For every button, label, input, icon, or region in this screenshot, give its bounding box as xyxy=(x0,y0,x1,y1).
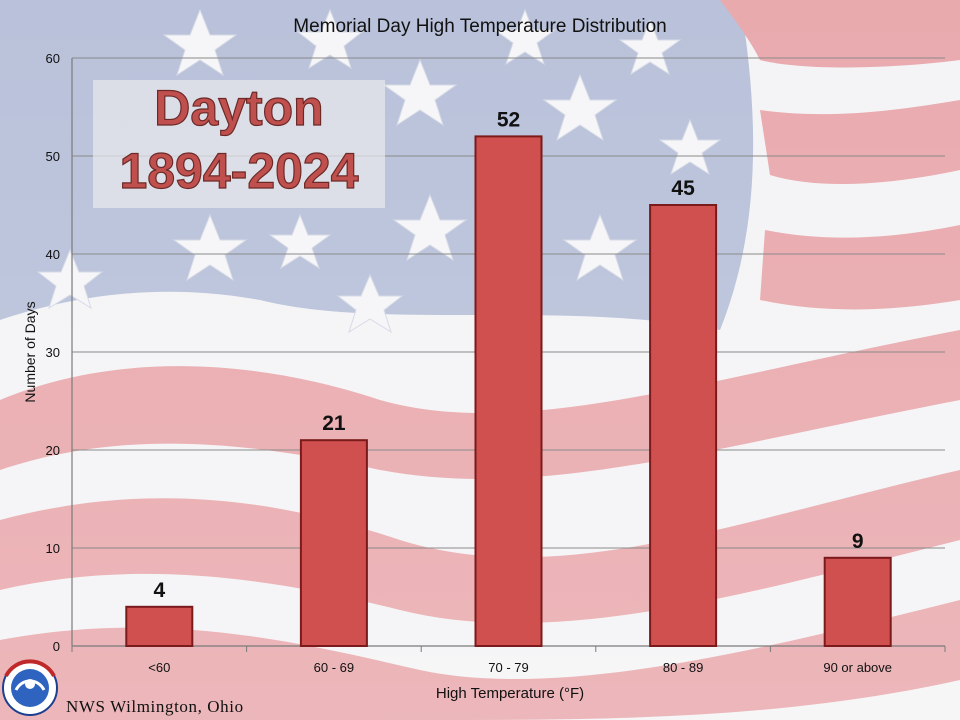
location-overlay: Dayton 1894-2024 xyxy=(93,79,385,208)
y-tick-label: 30 xyxy=(46,345,60,360)
overlay-location: Dayton xyxy=(154,80,323,136)
overlay-years: 1894-2024 xyxy=(119,143,358,199)
bar-value-label: 4 xyxy=(153,579,165,602)
data-labels: 4 21 52 45 9 xyxy=(153,108,863,601)
y-axis-label: Number of Days xyxy=(22,301,38,402)
y-tick-label: 10 xyxy=(46,541,60,556)
nws-logo xyxy=(2,659,58,716)
x-tick-label: 70 - 79 xyxy=(488,660,528,675)
bar xyxy=(125,605,194,647)
bars xyxy=(125,135,892,648)
x-tick-label: <60 xyxy=(148,660,170,675)
bar-value-label: 9 xyxy=(852,530,864,553)
bar xyxy=(299,439,368,648)
y-tick-labels: 0 10 20 30 40 50 60 xyxy=(46,51,60,654)
bar-value-label: 45 xyxy=(671,177,695,200)
x-tick-label: 90 or above xyxy=(823,660,892,675)
bar-value-label: 21 xyxy=(322,412,346,435)
x-tick-label: 60 - 69 xyxy=(314,660,354,675)
x-axis-label: High Temperature (°F) xyxy=(436,685,584,702)
y-tick-label: 40 xyxy=(46,247,60,262)
x-tick-label: 80 - 89 xyxy=(663,660,703,675)
y-tick-label: 20 xyxy=(46,443,60,458)
y-tick-label: 60 xyxy=(46,51,60,66)
flag-stars xyxy=(36,8,722,334)
y-tick-label: 50 xyxy=(46,149,60,164)
bar-value-label: 52 xyxy=(497,108,520,131)
logo-ring xyxy=(4,659,56,678)
bar xyxy=(474,135,543,647)
y-tick-label: 0 xyxy=(53,639,60,654)
bar xyxy=(649,204,718,647)
x-tick-labels: <60 60 - 69 70 - 79 80 - 89 90 or above xyxy=(148,660,892,675)
nws-credit: NWS Wilmington, Ohio xyxy=(66,697,244,716)
chart-title: Memorial Day High Temperature Distributi… xyxy=(293,16,666,37)
bar xyxy=(823,556,892,647)
